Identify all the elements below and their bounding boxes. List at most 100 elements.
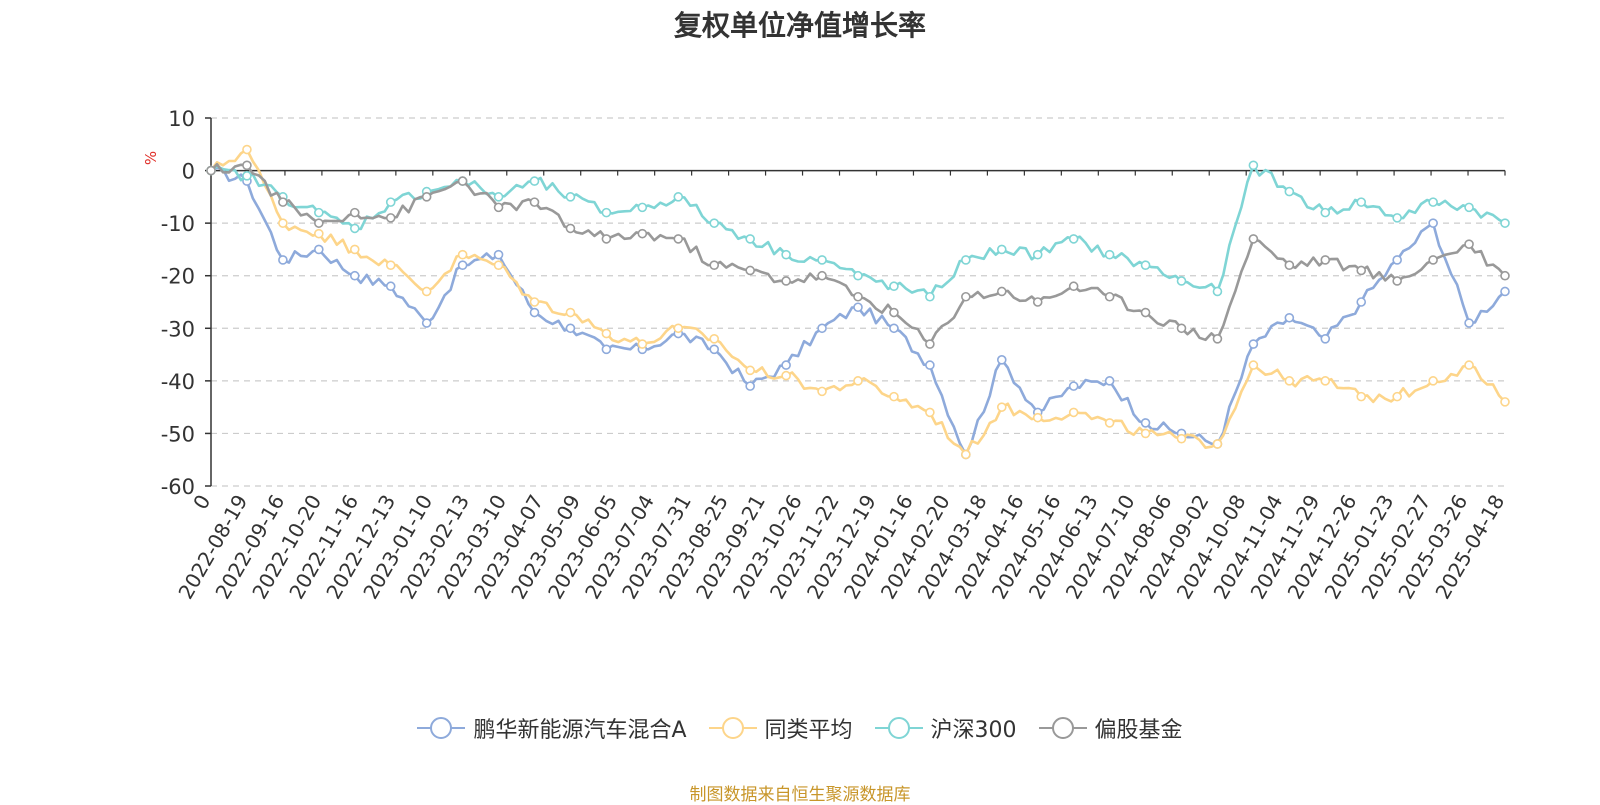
series-2-point: [1212, 439, 1223, 449]
series-1-point: [314, 244, 324, 255]
series-4-point: [889, 307, 899, 318]
series-2-point: [529, 297, 540, 307]
series-4-point: [1500, 270, 1510, 281]
series-2-point: [278, 218, 288, 228]
series-2-point: [1356, 391, 1367, 402]
series-1-point: [1140, 418, 1151, 428]
legend-marker-icon: [1038, 717, 1087, 739]
series-2-point: [673, 323, 684, 334]
axis-layer: 100-10-20-30-40-50-60%02022-08-192022-09…: [142, 107, 1509, 603]
series-1-point: [853, 302, 863, 313]
series-1-point: [745, 381, 755, 391]
series-3-point: [1464, 202, 1474, 213]
series-1-point: [421, 318, 432, 328]
series-2-point: [242, 144, 252, 155]
series-1-point: [709, 344, 720, 355]
series-3-point: [601, 207, 612, 218]
legend-marker-icon: [417, 717, 466, 739]
series-line-4: [210, 163, 1506, 346]
series-1-point: [889, 323, 899, 334]
series-4-point: [601, 234, 612, 244]
series-1-point: [781, 360, 791, 370]
series-1-point: [1320, 333, 1331, 344]
series-2-point: [1176, 433, 1187, 444]
series-1-point: [1104, 376, 1115, 386]
series-4-point: [457, 176, 468, 186]
y-tick-label: -60: [161, 475, 195, 499]
series-4-point: [206, 165, 216, 176]
series-4-point: [1356, 265, 1367, 276]
series-2-point: [781, 370, 791, 381]
series-1-point: [529, 307, 540, 318]
series-3-point: [745, 234, 755, 244]
series-1-point: [385, 281, 396, 292]
series-1-point: [996, 355, 1007, 365]
series-2-point: [1320, 376, 1331, 386]
series-4-point: [1248, 234, 1259, 244]
series-4-point: [1284, 260, 1295, 271]
series-2-point: [565, 307, 576, 318]
series-2-point: [457, 249, 468, 260]
series-4-point: [421, 192, 432, 202]
legend-item-4[interactable]: 偏股基金: [1038, 712, 1183, 744]
series-3-point: [493, 192, 504, 202]
series-layer: [206, 144, 1510, 460]
series-4-point: [242, 160, 252, 171]
legend-label: 沪深300: [930, 718, 1017, 743]
series-3-point: [889, 281, 899, 292]
series-2-point: [745, 365, 755, 376]
series-4-point: [314, 218, 324, 228]
legend-item-3[interactable]: 沪深300: [874, 712, 1017, 744]
series-1-point: [1392, 255, 1402, 265]
series-2-point: [421, 286, 432, 297]
series-3-point: [817, 255, 827, 265]
series-4-point: [817, 270, 827, 281]
series-2-point: [853, 376, 863, 386]
series-1-point: [1356, 297, 1367, 307]
series-2-point: [961, 449, 971, 460]
series-4-point: [1464, 239, 1474, 249]
series-1-point: [1464, 318, 1474, 328]
series-3-point: [1356, 197, 1367, 207]
series-4-point: [673, 234, 684, 244]
legend-item-1[interactable]: 鹏华新能源汽车混合A: [417, 712, 687, 744]
series-2-point: [601, 328, 612, 339]
series-2-point: [314, 228, 324, 239]
series-4-point: [1104, 291, 1115, 302]
series-3-point: [1248, 160, 1259, 171]
series-1-point: [1068, 381, 1079, 391]
series-2-point: [1392, 391, 1402, 402]
series-4-point: [996, 286, 1007, 297]
series-4-point: [278, 197, 288, 207]
series-2-point: [817, 386, 827, 397]
series-1-point: [349, 270, 360, 281]
series-4-point: [349, 207, 360, 218]
series-1-point: [1248, 339, 1259, 349]
series-4-point: [1140, 307, 1151, 318]
legend-marker-icon: [874, 717, 923, 739]
y-tick-label: -50: [161, 422, 195, 446]
series-3-point: [242, 171, 252, 181]
series-1-point: [1284, 312, 1295, 323]
legend-item-2[interactable]: 同类平均: [708, 712, 853, 744]
y-tick-label: 10: [168, 107, 195, 131]
series-4-point: [1320, 255, 1331, 265]
series-2-point: [996, 402, 1007, 412]
series-4-point: [1428, 255, 1438, 265]
series-4-point: [1176, 323, 1187, 334]
series-3-point: [1320, 207, 1331, 218]
series-3-point: [565, 192, 576, 202]
series-4-point: [637, 228, 648, 239]
series-4-point: [709, 260, 720, 271]
series-2-point: [889, 391, 899, 402]
series-2-point: [1140, 428, 1151, 439]
series-2-point: [1500, 397, 1510, 407]
source-note: 制图数据来自恒生聚源数据库: [689, 785, 911, 805]
legend-label: 偏股基金: [1094, 718, 1183, 743]
series-3-point: [1392, 213, 1402, 223]
series-3-point: [637, 202, 648, 213]
chart-title: 复权单位净值增长率: [673, 9, 926, 42]
series-1-point: [457, 260, 468, 271]
series-4-point: [925, 339, 935, 349]
series-1-point: [278, 255, 288, 265]
